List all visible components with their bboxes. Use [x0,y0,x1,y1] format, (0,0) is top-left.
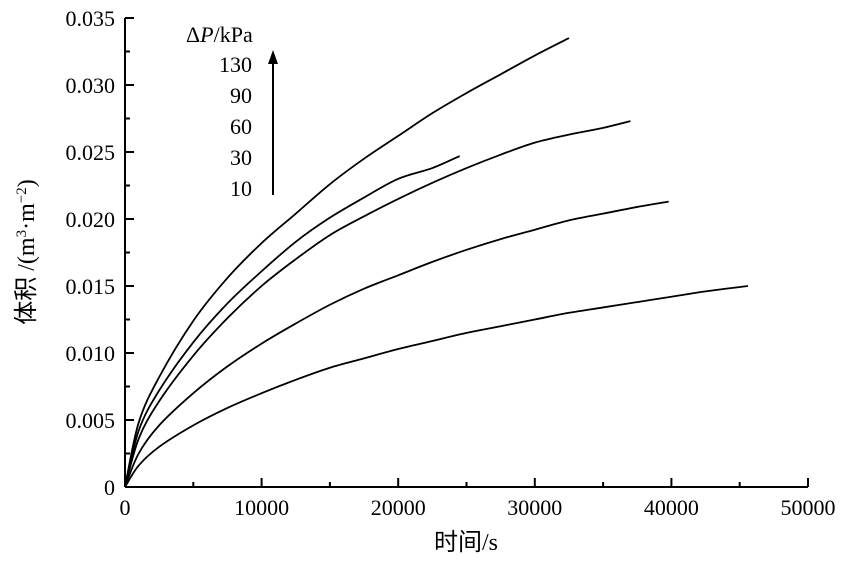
series-line-5 [124,285,749,488]
x-tick-label: 30000 [507,495,562,520]
x-tick-label: 20000 [371,495,426,520]
legend-title: ΔP/kPa [186,22,253,47]
series-line-1 [124,37,570,488]
series-line-4 [124,200,669,488]
legend-arrow-head [268,50,278,64]
x-tick-label: 10000 [234,495,289,520]
legend-entry-130: 130 [219,52,252,77]
legend-entry-30: 30 [230,145,252,170]
y-tick-label: 0.035 [66,6,116,31]
y-axis-title: 体积 /(m3·m−2) [13,179,40,324]
legend-entry-60: 60 [230,114,252,139]
x-tick-label: 50000 [781,495,836,520]
y-tick-label: 0.020 [66,207,116,232]
y-tick-label: 0.025 [66,140,116,165]
x-tick-label: 40000 [644,495,699,520]
y-tick-label: 0.015 [66,274,116,299]
y-tick-label: 0.030 [66,73,116,98]
y-tick-label: 0 [104,475,115,500]
series-line-2 [124,155,461,488]
series-line-3 [124,120,631,488]
legend-entry-10: 10 [230,176,252,201]
y-tick-label: 0.005 [66,408,116,433]
y-tick-label: 0.010 [66,341,116,366]
legend: ΔP/kPa 130 90 60 30 10 [186,22,278,201]
legend-entry-90: 90 [230,83,252,108]
x-axis-title: 时间/s [434,529,498,556]
x-tick-label: 0 [120,495,131,520]
